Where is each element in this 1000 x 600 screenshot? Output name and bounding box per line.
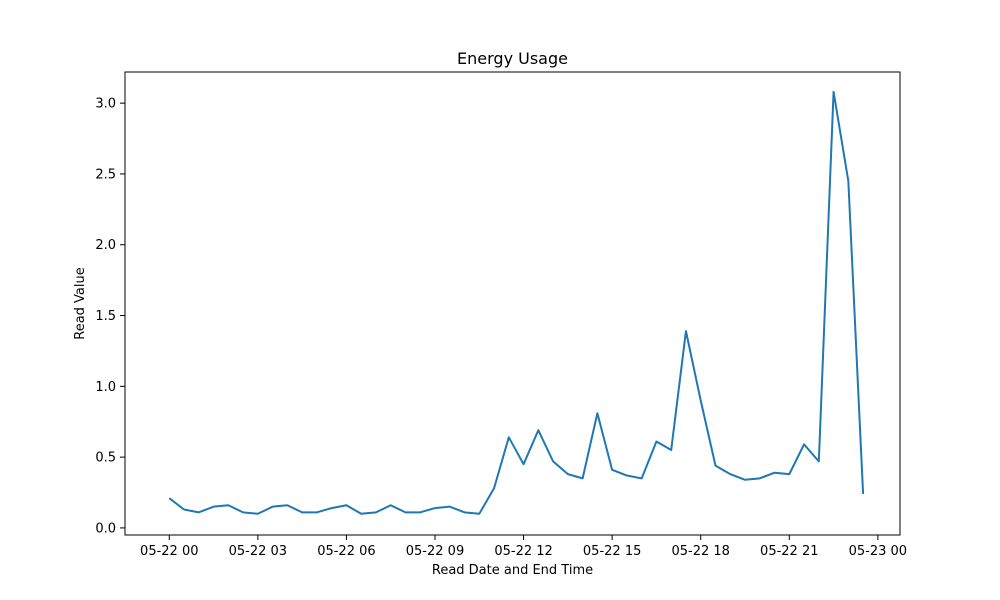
x-tick-label: 05-22 09: [406, 544, 464, 559]
x-axis-label: Read Date and End Time: [432, 563, 593, 578]
y-tick-label: 1.0: [95, 380, 116, 395]
y-tick-label: 1.5: [95, 309, 116, 324]
y-tick-label: 0.0: [95, 521, 116, 536]
x-tick-label: 05-23 00: [849, 544, 907, 559]
x-tick-label: 05-22 18: [671, 544, 729, 559]
plot-frame: [124, 71, 901, 536]
chart-title: Energy Usage: [457, 49, 568, 68]
y-tick-label: 0.5: [95, 451, 116, 466]
energy-usage-series-line: [168, 90, 865, 515]
y-tick-label: 2.5: [95, 167, 116, 182]
x-tick-label: 05-22 00: [140, 544, 198, 559]
x-axis-ticks: 05-22 00 05-22 03 05-22 06 05-22 09 05-22 12…: [140, 535, 907, 559]
x-tick-label: 05-22 15: [583, 544, 641, 559]
x-tick-label: 05-22 03: [229, 544, 287, 559]
x-tick-label: 05-22 06: [317, 544, 375, 559]
x-tick-label: 05-22 12: [494, 544, 552, 559]
y-axis-ticks: 0.0 0.5 1.0 1.5 2.0 2.5 3.0: [95, 97, 125, 536]
x-tick-label: 05-22 21: [760, 544, 818, 559]
y-tick-label: 3.0: [95, 97, 116, 112]
y-tick-label: 2.0: [95, 238, 116, 253]
plot-area: [124, 71, 901, 536]
y-axis-label: Read Value: [73, 267, 88, 340]
